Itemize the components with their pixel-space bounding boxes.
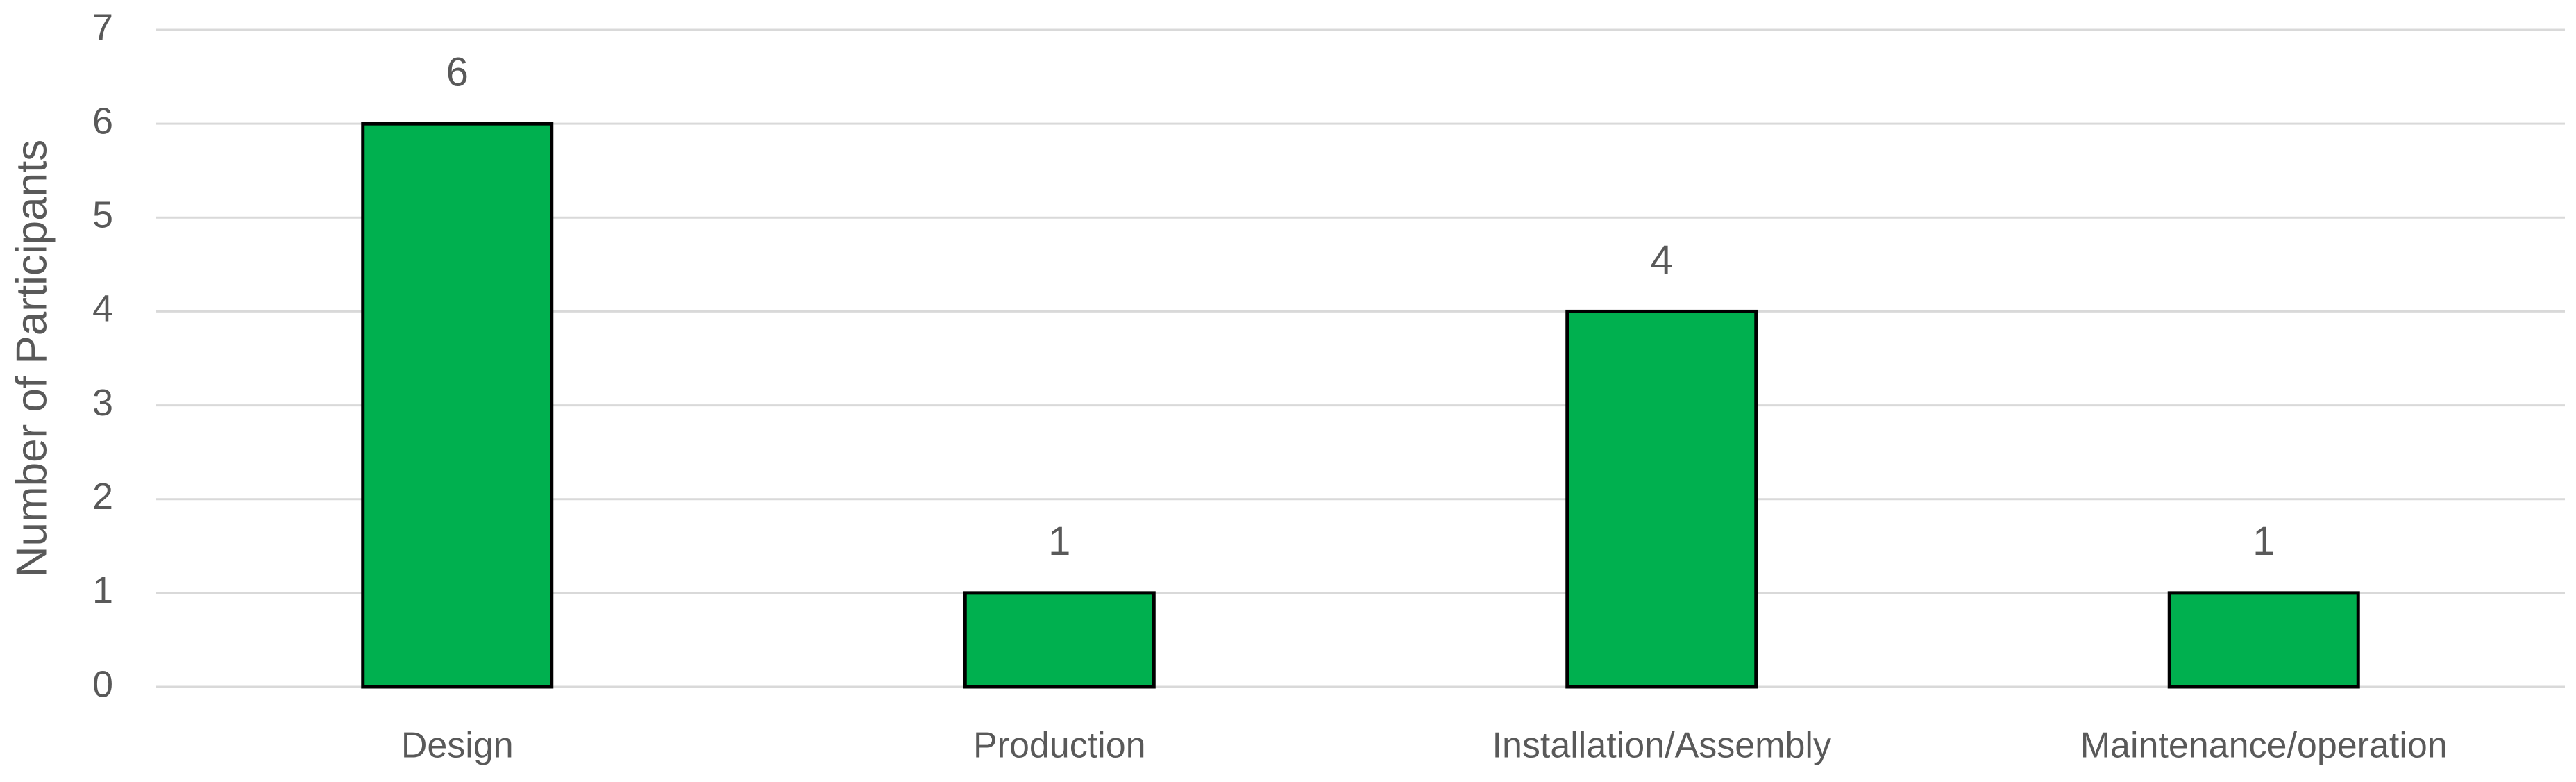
x-tick-label: Design: [401, 726, 514, 766]
data-label: 4: [1651, 238, 1673, 283]
bar: [963, 591, 1156, 689]
x-tick-label: Installation/Assembly: [1492, 726, 1831, 766]
data-label: 6: [446, 49, 469, 94]
y-tick-label: 2: [92, 476, 113, 517]
bar: [1565, 309, 1758, 689]
bar: [361, 122, 554, 689]
bar: [2167, 591, 2360, 689]
data-label: 1: [1048, 519, 1070, 564]
y-tick-label: 0: [92, 663, 113, 705]
y-tick-label: 4: [92, 288, 113, 330]
y-tick-label: 6: [92, 100, 113, 142]
data-label: 1: [2253, 519, 2275, 564]
y-tick-label: 7: [92, 6, 113, 48]
y-tick-label: 5: [92, 194, 113, 236]
x-tick-label: Maintenance/operation: [2080, 726, 2448, 766]
y-axis-title: Number of Participants: [8, 140, 56, 578]
y-tick-label: 1: [92, 569, 113, 611]
x-tick-label: Production: [973, 726, 1146, 766]
y-tick-label: 3: [92, 382, 113, 424]
